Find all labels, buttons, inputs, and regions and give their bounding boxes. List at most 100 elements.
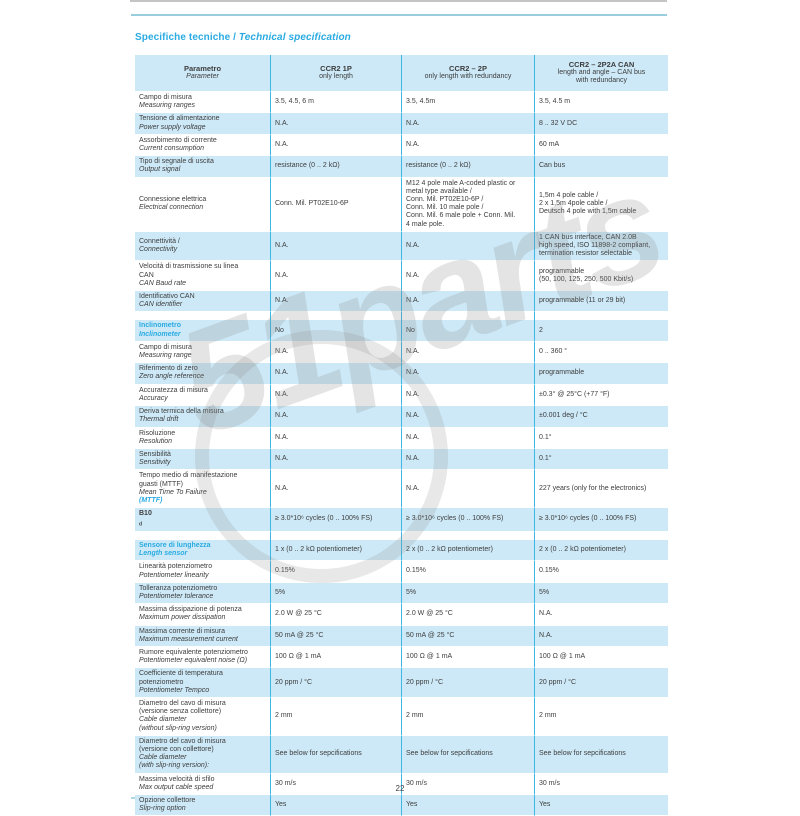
value-ccr2-2p: 100 Ω @ 1 mA [401, 646, 534, 669]
value-ccr2-2p: resistance (0 .. 2 kΩ) [401, 156, 534, 178]
value-ccr2-2p2a-can: 100 Ω @ 1 mA [534, 646, 668, 669]
parameter-cell: Deriva termica della misura Thermal drift [135, 406, 270, 428]
column-header-ccr2-2p: CCR2 – 2P only length with redundancy [401, 55, 534, 92]
parameter-name-italian: Rumore equivalente potenziometro [139, 648, 248, 656]
parameter-name-english: Potentiometer equivalent noise (Ω) [139, 657, 248, 665]
table-row: Inclinometro Inclinometer No No 2 [135, 320, 668, 342]
value-ccr2-2p2a-can: 30 m/s [534, 773, 668, 795]
table-row: Massima velocità di sfilo Max output cabl… [135, 773, 668, 795]
parameter-name-english: Measuring ranges [139, 102, 196, 110]
parameter-name-italian: Sensibilità [139, 450, 171, 458]
parameter-name-english: Inclinometer [139, 330, 181, 338]
page-top-edge-artifact [130, 0, 667, 2]
value-ccr2-2p2a-can: 5% [534, 582, 668, 605]
parameter-name-italian: Inclinometro [139, 322, 182, 330]
parameter-name-italian: Accuratezza di misura [139, 386, 208, 394]
value-ccr2-2p2a-can: See below for sepcifications [534, 735, 668, 774]
parameter-cell: Massima velocità di sfilo Max output cabl… [135, 773, 270, 795]
table-row: Tipo di segnale di uscita Output signal r… [135, 156, 668, 178]
column-subtitle: length and angle – CAN bus with redundan… [557, 68, 646, 85]
table-body: Campo di misura Measuring ranges 3.5, 4.5… [135, 92, 668, 816]
value-ccr2-2p: N.A. [401, 341, 534, 364]
parameter-name-english: CAN Baud rate [139, 279, 187, 287]
value-ccr2-1p: 30 m/s [270, 773, 401, 795]
value-ccr2-2p2a-can: N.A. [534, 625, 668, 647]
value-ccr2-1p [270, 531, 401, 540]
parameter-cell: Rumore equivalente potenziometro Potentio… [135, 646, 270, 669]
parameter-name-italian: Risoluzione [139, 429, 176, 437]
value-ccr2-1p: resistance (0 .. 2 kΩ) [270, 156, 401, 178]
value-ccr2-1p: Conn. Mil. PT02E10-6P [270, 177, 401, 232]
parameter-cell [135, 312, 270, 321]
parameter-cell: Connessione elettrica Electrical connecti… [135, 177, 270, 232]
parameter-name-italian: Massima velocità di sfilo [139, 775, 215, 783]
table-row: Connettività / Connectivity N.A. N.A. 1 … [135, 231, 668, 262]
parameter-name-italian: Riferimento di zero [139, 365, 198, 373]
value-ccr2-1p: N.A. [270, 231, 401, 262]
page-title-italian: Specifiche tecniche [135, 32, 231, 43]
parameter-name-italian: Diametro del cavo di misura (versione se… [139, 699, 226, 716]
value-ccr2-2p2a-can: N.A. [534, 604, 668, 626]
value-ccr2-2p2a-can: programmable (11 or 29 bit) [534, 291, 668, 313]
value-ccr2-2p2a-can: 0.15% [534, 561, 668, 583]
value-ccr2-2p: N.A. [401, 231, 534, 262]
parameter-cell: Sensibilità Sensitivity [135, 448, 270, 471]
value-ccr2-1p: N.A. [270, 261, 401, 292]
column-title: CCR2 – 2P2A CAN [568, 59, 635, 69]
parameter-cell: Riferimento di zero Zero angle reference [135, 363, 270, 385]
parameter-name-italian: Massima dissipazione di potenza [139, 606, 242, 614]
value-ccr2-2p2a-can: 60 mA [534, 134, 668, 157]
table-row: Velocità di trasmissione su linea CAN CAN… [135, 261, 668, 292]
parameter-name-italian: Identificativo CAN [139, 293, 195, 301]
parameter-name-english: Thermal drift [139, 416, 179, 424]
value-ccr2-2p2a-can: 0.1° [534, 427, 668, 449]
parameter-name-italian: Deriva termica della misura [139, 408, 224, 416]
parameter-cell: Diametro del cavo di misura (versione se… [135, 697, 270, 736]
parameter-cell: Campo di misura Measuring range [135, 341, 270, 364]
header-rule [131, 14, 667, 16]
value-ccr2-2p: N.A. [401, 470, 534, 509]
column-title: CCR2 – 2P [449, 63, 487, 73]
value-ccr2-1p: 1 x (0 .. 2 kΩ potentiometer) [270, 539, 401, 562]
table-row: Rumore equivalente potenziometro Potentio… [135, 646, 668, 669]
parameter-name-english: Accuracy [139, 394, 168, 402]
parameter-name-italian: Campo di misura [139, 94, 192, 101]
column-header-ccr2-1p: CCR2 1P only length [270, 55, 401, 92]
parameter-name-italian: Assorbimento di corrente [139, 136, 217, 144]
value-ccr2-2p2a-can: Can bus [534, 156, 668, 178]
parameter-name-italian: Tensione di alimentazione [139, 115, 220, 123]
parameter-name-english: Maximum measurement current [139, 635, 238, 643]
parameter-name-italian: B10 [139, 510, 152, 518]
table-row: Risoluzione Resolution N.A. N.A. 0.1° [135, 427, 668, 449]
value-ccr2-2p: Yes [401, 795, 534, 816]
parameter-name-english: Current consumption [139, 145, 204, 153]
value-ccr2-2p2a-can: 3.5, 4.5 m [534, 92, 668, 114]
value-ccr2-2p2a-can: 0.1° [534, 448, 668, 471]
value-ccr2-1p: Yes [270, 795, 401, 816]
value-ccr2-1p: N.A. [270, 427, 401, 449]
value-ccr2-2p2a-can: 20 ppm / °C [534, 668, 668, 698]
value-ccr2-1p: 2 mm [270, 697, 401, 736]
value-ccr2-2p: 50 mA @ 25 °C [401, 625, 534, 647]
parameter-cell: Tipo di segnale di uscita Output signal [135, 156, 270, 178]
parameter-cell: Massima dissipazione di potenza Maximum p… [135, 604, 270, 626]
value-ccr2-1p: 2.0 W @ 25 °C [270, 604, 401, 626]
table-row [135, 312, 668, 321]
value-ccr2-1p: N.A. [270, 384, 401, 407]
value-ccr2-1p: N.A. [270, 341, 401, 364]
value-ccr2-2p: N.A. [401, 427, 534, 449]
table-row: Tempo medio di manifestazione guasti (MT… [135, 470, 668, 509]
parameter-name-english: Slip-ring option [139, 805, 186, 813]
table-row: Connessione elettrica Electrical connecti… [135, 177, 668, 232]
value-ccr2-1p: 50 mA @ 25 °C [270, 625, 401, 647]
parameter-name-english: Sensitivity [139, 459, 171, 467]
parameter-cell: Connettività / Connectivity [135, 231, 270, 262]
value-ccr2-1p: N.A. [270, 113, 401, 135]
parameter-name-english: Mean Time To Failure [139, 488, 207, 496]
page-title-separator: / [230, 32, 239, 43]
value-ccr2-1p: 100 Ω @ 1 mA [270, 646, 401, 669]
table-row: Riferimento di zero Zero angle reference … [135, 363, 668, 385]
parameter-cell: Identificativo CAN CAN identifier [135, 291, 270, 313]
value-ccr2-2p: No [401, 320, 534, 342]
value-ccr2-1p: 0.15% [270, 561, 401, 583]
